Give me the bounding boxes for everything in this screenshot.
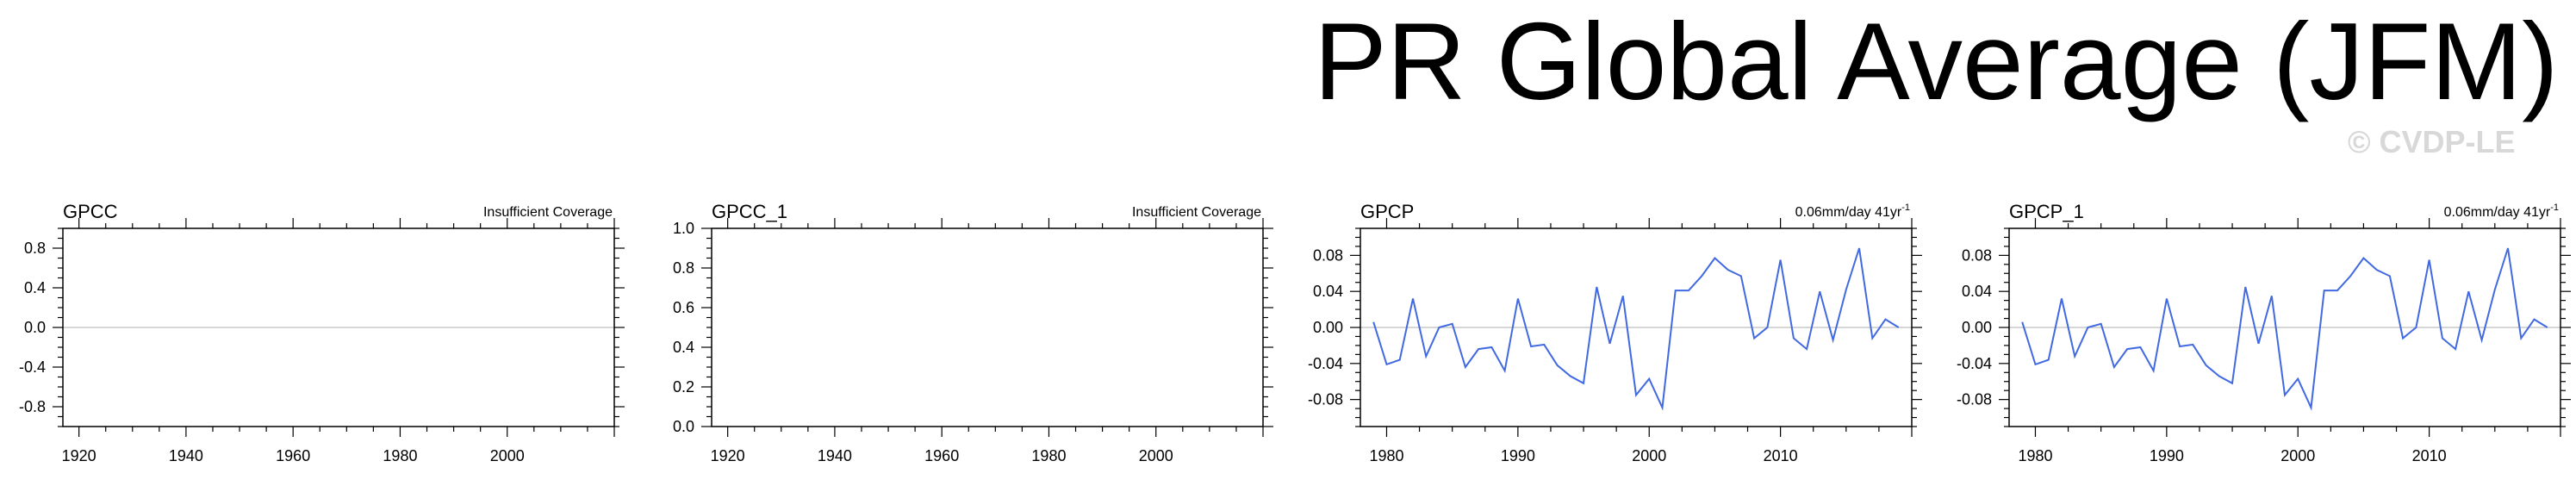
panel-subtitle-superscript: -1 — [2550, 202, 2559, 213]
panel-subtitle-text: Insufficient Coverage — [483, 205, 613, 220]
y-tick-label: 0.04 — [1313, 283, 1343, 300]
y-tick-label: 0.00 — [1962, 319, 1992, 336]
y-tick-label: -0.08 — [1308, 391, 1343, 408]
x-tick-label: 1990 — [2150, 447, 2184, 464]
x-tick-label: 2010 — [1764, 447, 1798, 464]
x-tick-label: 2000 — [1139, 447, 1173, 464]
panel-title: GPCP — [1360, 201, 1414, 222]
x-tick-label: 1940 — [169, 447, 203, 464]
panel-subtitle-text: 0.06mm/day 41yr — [1795, 205, 1902, 220]
y-tick-label: 0.0 — [24, 319, 46, 336]
y-tick-label: 0.4 — [673, 339, 694, 356]
x-tick-label: 2000 — [2280, 447, 2315, 464]
x-tick-label: 1980 — [1369, 447, 1403, 464]
y-tick-label: 0.8 — [24, 240, 46, 257]
y-tick-label: 0.0 — [673, 418, 694, 435]
y-tick-label: 0.08 — [1962, 246, 1992, 264]
y-tick-label: -0.08 — [1957, 391, 1992, 408]
x-tick-label: 1940 — [818, 447, 852, 464]
x-tick-label: 1980 — [2018, 447, 2052, 464]
panel-title: GPCC — [63, 201, 118, 222]
y-tick-label: -0.04 — [1308, 355, 1343, 372]
x-tick-label: 2010 — [2412, 447, 2447, 464]
panel-subtitle-superscript: -1 — [1901, 202, 1910, 213]
page-title: PR Global Average (JFM) — [1314, 0, 2559, 122]
panel-subtitle-text: 0.06mm/day 41yr — [2444, 205, 2551, 220]
y-tick-label: 1.0 — [673, 220, 694, 237]
x-tick-label: 1960 — [924, 447, 959, 464]
x-tick-label: 2000 — [490, 447, 525, 464]
panel-subtitle-text: Insufficient Coverage — [1132, 205, 1261, 220]
y-tick-label: 0.08 — [1313, 246, 1343, 264]
watermark: © CVDP-LE — [2348, 124, 2516, 159]
x-tick-label: 1980 — [383, 447, 417, 464]
panel-title: GPCC_1 — [712, 201, 787, 222]
y-tick-label: 0.6 — [673, 299, 694, 316]
x-tick-label: 1920 — [711, 447, 745, 464]
x-tick-label: 2000 — [1632, 447, 1666, 464]
y-tick-label: 0.4 — [24, 279, 46, 296]
y-tick-label: 0.04 — [1962, 283, 1992, 300]
y-tick-label: -0.04 — [1957, 355, 1992, 372]
y-tick-label: 0.00 — [1313, 319, 1343, 336]
panel-subtitle: Insufficient Coverage — [483, 205, 613, 220]
x-tick-label: 1990 — [1501, 447, 1535, 464]
y-tick-label: 0.2 — [673, 378, 694, 396]
panel-title: GPCP_1 — [2009, 201, 2084, 222]
y-tick-label: -0.8 — [19, 398, 46, 415]
panel-subtitle: Insufficient Coverage — [1132, 205, 1261, 220]
x-tick-label: 1980 — [1031, 447, 1066, 464]
x-tick-label: 1960 — [276, 447, 310, 464]
y-tick-label: 0.8 — [673, 259, 694, 277]
panel-subtitle: 0.06mm/day 41yr-1 — [2444, 202, 2559, 220]
panel-subtitle: 0.06mm/day 41yr-1 — [1795, 202, 1910, 220]
series-line — [1372, 247, 1900, 411]
series-line — [2021, 247, 2548, 411]
x-tick-label: 1920 — [62, 447, 96, 464]
y-tick-label: -0.4 — [19, 358, 46, 376]
